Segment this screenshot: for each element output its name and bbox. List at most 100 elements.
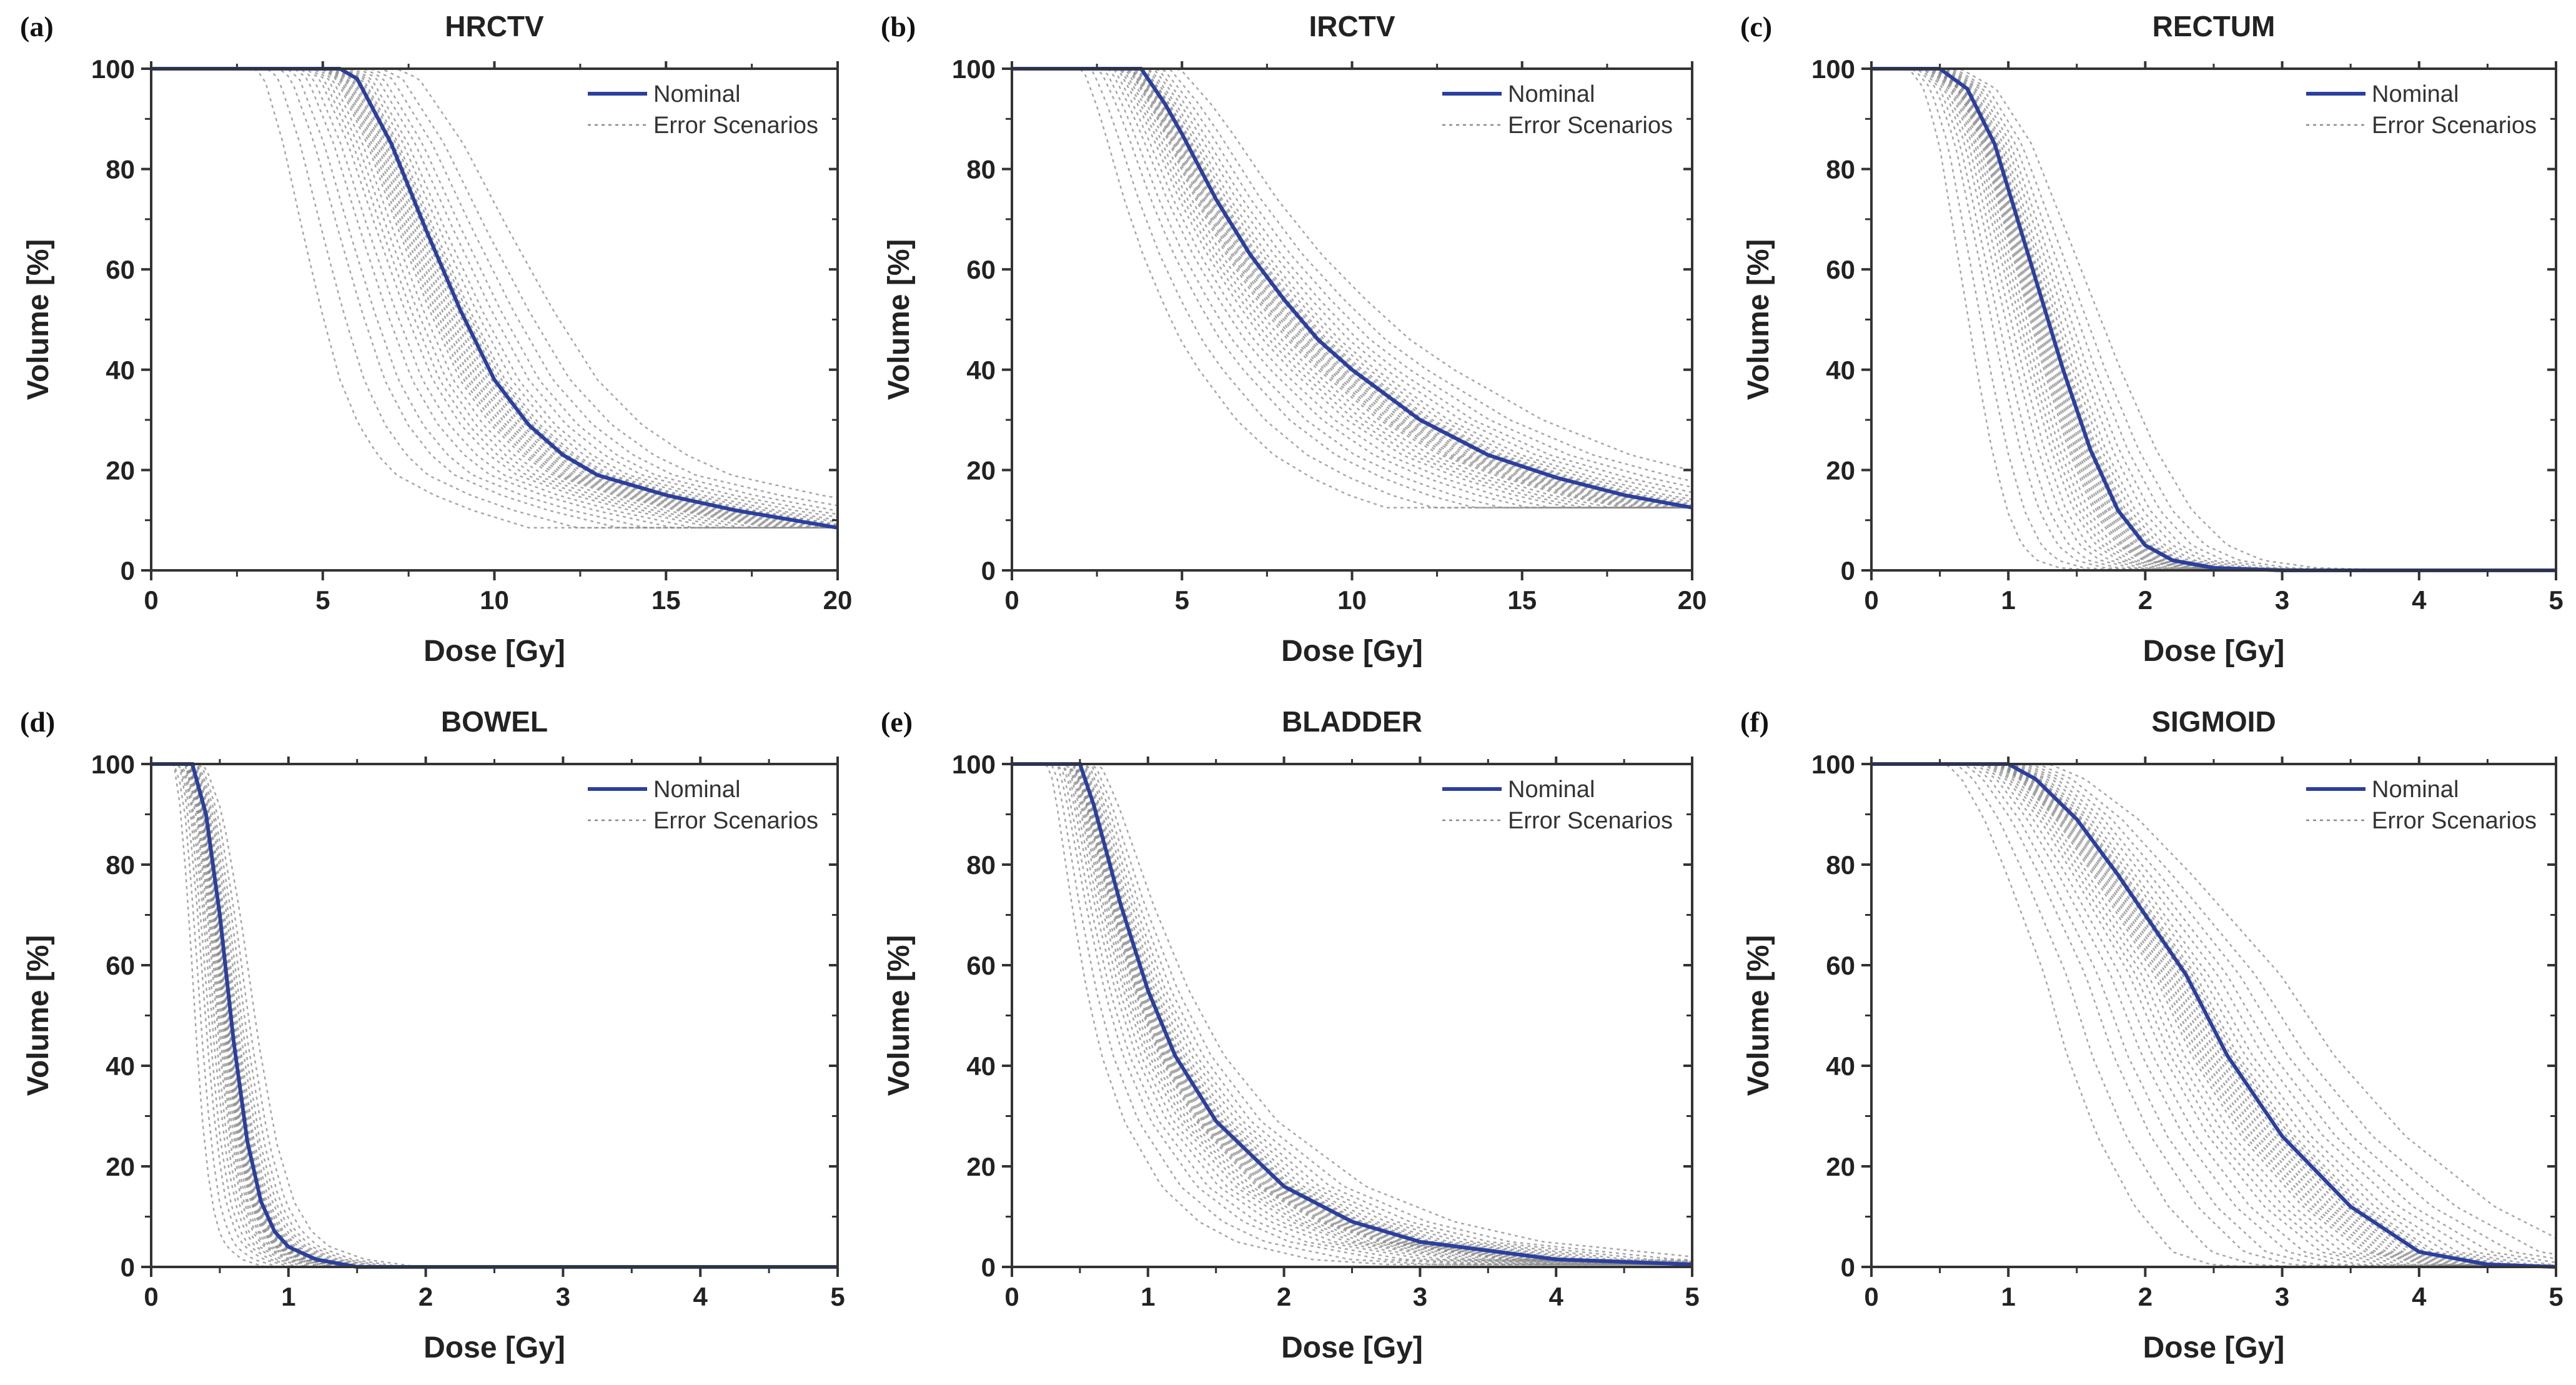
x-tick-label: 1 [281,1282,295,1311]
nominal-line [1871,762,2557,1269]
error-scenario-line [1012,763,1693,1261]
error-scenario-line [1871,763,2556,1268]
y-tick-label: 100 [91,750,135,779]
x-tick-label: 2 [1277,1282,1291,1311]
error-scenario-line [1012,67,1692,509]
error-scenario-line [1871,763,2557,1266]
x-tick-label: 2 [2138,1282,2152,1311]
error-scenario-line [151,67,838,512]
error-scenario-line [1871,763,2556,1268]
legend-error-label: Error Scenarios [1508,112,1673,139]
x-tick-label: 1 [1141,1282,1155,1311]
error-scenario-line [1012,763,1693,1265]
y-axis-label: Volume [%] [22,239,55,400]
error-scenario-line [1871,763,2557,1264]
error-scenario-line [151,67,838,529]
error-scenario-line [1012,763,1693,1258]
legend: Nominal Error Scenarios [588,81,818,139]
error-scenario-line [151,67,838,529]
error-scenario-line [151,67,838,525]
error-scenario-line [151,67,838,529]
error-scenario-line [1871,763,2556,1268]
error-scenario-line [1012,67,1692,509]
legend-nominal-label: Nominal [2372,81,2459,107]
y-tick-label: 100 [1811,750,1855,779]
error-scenario-line [1012,763,1692,1266]
legend-error-label: Error Scenarios [653,808,818,834]
x-tick-label: 0 [144,1282,158,1311]
chart-title: HRCTV [445,10,544,42]
error-scenario-line [1012,763,1692,1266]
error-scenario-line [151,67,838,529]
y-tick-label: 0 [1841,1253,1855,1282]
legend-nominal-label: Nominal [1508,777,1595,803]
x-tick-label: 3 [556,1282,570,1311]
y-tick-label: 40 [966,355,996,385]
y-tick-label: 80 [106,850,135,880]
y-tick-label: 60 [1826,255,1855,284]
error-scenario-line [1871,763,2556,1268]
error-scenario-line [1871,763,2556,1268]
y-tick-label: 20 [966,455,996,485]
error-scenario-line [151,67,838,499]
y-axis-label: Volume [%] [883,935,916,1096]
x-axis-label: Dose [Gy] [424,1331,565,1364]
error-scenario-line [1871,763,2557,1256]
y-tick-label: 100 [952,54,996,84]
x-tick-label: 1 [2001,1282,2016,1311]
error-scenario-line [151,67,838,529]
error-scenario-series [1012,67,1693,509]
panel-label: (c) [1740,11,1772,42]
x-tick-label: 20 [1678,585,1707,615]
y-tick-label: 20 [106,1152,135,1181]
error-scenario-line [1012,67,1693,505]
error-scenario-line [1012,67,1692,509]
panel-hrctv: (a) HRCTV Dose [Gy] Volume [%] 0 5 10 15 20 0 20 40… [20,10,852,668]
y-tick-label: 60 [106,951,135,980]
x-tick-label: 2 [2138,585,2152,615]
error-scenario-line [1012,67,1693,507]
x-tick-label: 0 [144,585,158,615]
error-scenario-line [1871,763,2556,1268]
x-tick-label: 5 [315,585,330,615]
x-tick-label: 3 [2275,585,2289,615]
error-scenario-line [1012,67,1692,509]
y-tick-label: 60 [966,951,996,980]
error-scenario-line [151,67,838,529]
x-tick-label: 5 [2549,1282,2563,1311]
y-tick-label: 80 [966,155,996,184]
error-scenario-line [1871,67,2556,572]
error-scenario-line [151,67,838,529]
y-tick-label: 100 [91,54,135,84]
plot-frame [1011,763,1693,1268]
x-tick-label: 2 [419,1282,433,1311]
legend: Nominal Error Scenarios [2306,81,2537,139]
error-scenario-line [1012,763,1693,1262]
y-tick-label: 40 [106,355,135,385]
error-scenario-line [1871,763,2556,1268]
x-tick-label: 0 [1864,585,1878,615]
error-scenario-line [151,67,838,529]
x-tick-label: 3 [2275,1282,2289,1311]
error-scenario-line [1012,763,1693,1264]
error-scenario-line [1871,67,2556,572]
error-scenario-line [1871,763,2556,1268]
error-scenario-line [1012,67,1692,509]
error-scenario-series [1012,763,1693,1266]
error-scenario-line [1012,763,1693,1264]
y-tick-label: 40 [966,1051,996,1081]
error-scenario-line [1871,763,2556,1268]
error-scenario-line [1871,763,2556,1268]
chart-title: IRCTV [1309,10,1395,42]
error-scenario-line [1012,763,1692,1266]
y-tick-label: 0 [1841,556,1855,585]
error-scenario-line [1871,763,2557,1260]
error-scenario-line [1871,763,2557,1266]
y-tick-label: 20 [106,455,135,485]
y-axis-label: Volume [%] [22,935,55,1096]
error-scenario-line [1012,763,1692,1266]
x-tick-label: 20 [823,585,853,615]
x-axis-label: Dose [Gy] [1281,1331,1423,1364]
x-tick-label: 0 [1004,585,1019,615]
